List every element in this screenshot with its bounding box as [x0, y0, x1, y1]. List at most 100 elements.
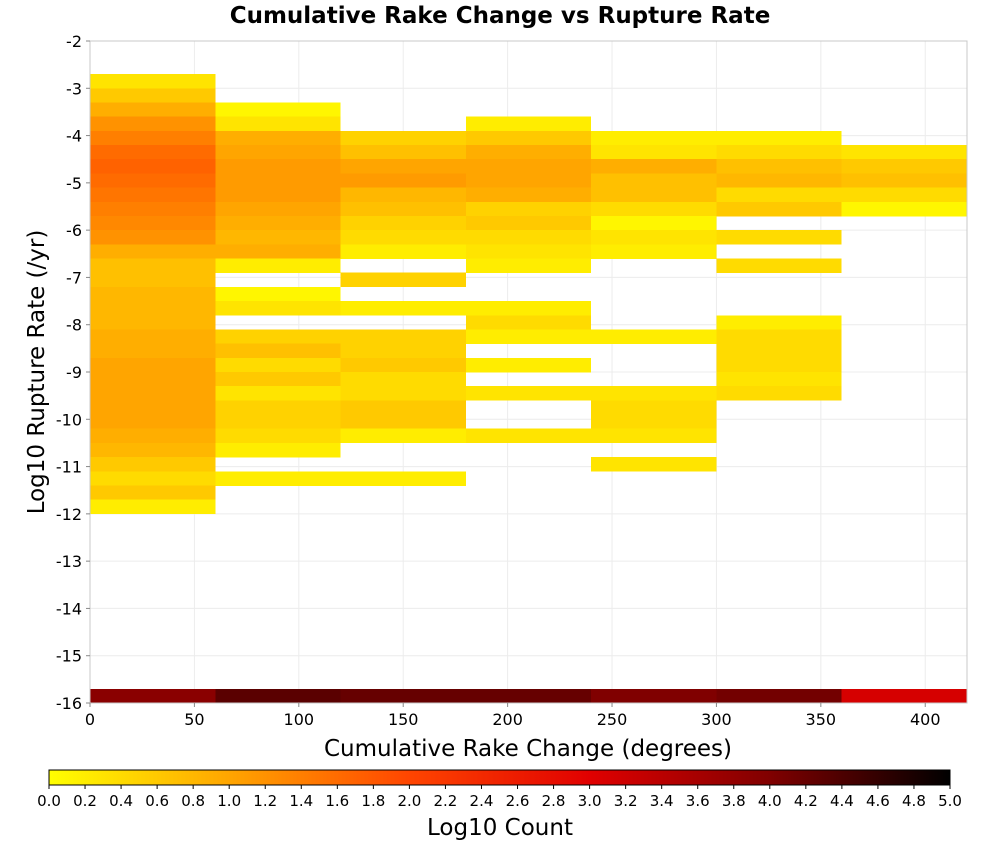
- heatmap-cell: [340, 130, 466, 146]
- x-axis-ticks: 0 50 100 150 200 250 300 350 400: [85, 703, 941, 729]
- colorbar: [48, 769, 951, 786]
- x-axis-label: Cumulative Rake Change (degrees): [324, 736, 732, 762]
- x-tick-label: 300: [701, 710, 732, 729]
- heatmap-cell: [90, 442, 216, 458]
- colorbar-tick-label: 4.6: [866, 792, 890, 810]
- heatmap-cell: [465, 244, 592, 259]
- y-tick-label: -9: [66, 363, 82, 382]
- heatmap-cell: [716, 173, 842, 188]
- heatmap-cell: [716, 688, 842, 704]
- heatmap-cell: [465, 315, 592, 330]
- heatmap-cell: [340, 428, 466, 444]
- heatmap-cell: [465, 357, 592, 373]
- heatmap-cell: [340, 173, 466, 188]
- heatmap-cell: [215, 130, 341, 146]
- heatmap-cell: [591, 386, 717, 401]
- x-tick-label: 350: [806, 710, 837, 729]
- heatmap-cell: [465, 688, 592, 704]
- heatmap-cell: [90, 215, 216, 231]
- heatmap-cell: [841, 688, 967, 704]
- heatmap-cell: [716, 372, 842, 387]
- y-tick-label: -10: [56, 410, 82, 429]
- colorbar-tick-label: 0.0: [37, 792, 61, 810]
- colorbar-tick-label: 3.4: [650, 792, 674, 810]
- colorbar-tick-label: 4.0: [758, 792, 782, 810]
- colorbar-tick-label: 0.6: [145, 792, 169, 810]
- heatmap-cell: [90, 286, 216, 302]
- heatmap-cell: [215, 329, 341, 344]
- heatmap-cell: [340, 386, 466, 401]
- heatmap-cell: [841, 145, 967, 160]
- heatmap-cells: [90, 74, 967, 704]
- heatmap-cell: [215, 414, 341, 430]
- heatmap-cell: [716, 201, 842, 217]
- heatmap-cell: [591, 400, 717, 415]
- heatmap-cell: [90, 201, 216, 217]
- heatmap-cell: [841, 173, 967, 188]
- heatmap-cell: [90, 244, 216, 259]
- heatmap-cell: [465, 258, 592, 273]
- colorbar-tick-label: 0.4: [109, 792, 133, 810]
- heatmap-cell: [90, 173, 216, 188]
- colorbar-tick-label: 3.6: [686, 792, 710, 810]
- y-axis-ticks: -2 -3 -4 -5 -6 -7 -8 -9 -10 -11 -12 -13 -14 -15 -16: [56, 32, 90, 713]
- heatmap-cell: [340, 215, 466, 231]
- heatmap-cell: [340, 301, 466, 316]
- heatmap-cell: [215, 187, 341, 203]
- heatmap-cell: [465, 187, 592, 203]
- heatmap-cell: [465, 428, 592, 444]
- colorbar-tick-label: 4.4: [830, 792, 854, 810]
- heatmap-cell: [215, 159, 341, 174]
- heatmap-cell: [465, 145, 592, 160]
- heatmap-cell: [90, 187, 216, 203]
- heatmap-cell: [591, 187, 717, 203]
- heatmap-cell: [591, 244, 717, 259]
- heatmap-cell: [716, 315, 842, 330]
- heatmap-cell: [340, 159, 466, 174]
- heatmap-cell: [215, 116, 341, 132]
- colorbar-ticks: 0.0 0.2 0.4 0.6 0.8 1.0 1.2 1.4 1.6 1.8 2.0 2.2 2.4 2…: [37, 785, 962, 810]
- heatmap-cell: [90, 499, 216, 515]
- heatmap-cell: [215, 215, 341, 231]
- heatmap-cell: [90, 372, 216, 387]
- heatmap-cell: [340, 187, 466, 203]
- heatmap-cell: [215, 230, 341, 245]
- x-tick-label: 0: [85, 710, 95, 729]
- heatmap-cell: [215, 286, 341, 302]
- y-tick-label: -5: [66, 174, 82, 193]
- colorbar-tick-label: 3.2: [614, 792, 638, 810]
- colorbar-tick-label: 1.8: [361, 792, 385, 810]
- y-tick-label: -3: [66, 79, 82, 98]
- heatmap-cell: [340, 414, 466, 430]
- y-tick-label: -4: [66, 127, 82, 146]
- heatmap-cell: [215, 428, 341, 444]
- y-tick-label: -11: [56, 458, 82, 477]
- heatmap-cell: [340, 201, 466, 217]
- heatmap-cell: [90, 130, 216, 146]
- heatmap-cell: [90, 357, 216, 373]
- heatmap-cell: [716, 145, 842, 160]
- heatmap-cell: [465, 130, 592, 146]
- colorbar-tick-label: 4.8: [902, 792, 926, 810]
- heatmap-cell: [591, 688, 717, 704]
- colorbar-tick-label: 3.0: [578, 792, 602, 810]
- y-tick-label: -14: [56, 599, 82, 618]
- heatmap-cell: [90, 145, 216, 160]
- heatmap-cell: [841, 187, 967, 203]
- heatmap-cell: [215, 301, 341, 316]
- heatmap-cell: [841, 201, 967, 217]
- heatmap-cell: [215, 343, 341, 359]
- heatmap-cell: [340, 230, 466, 245]
- heatmap-cell: [90, 230, 216, 245]
- y-tick-label: -7: [66, 268, 82, 287]
- colorbar-tick-label: 3.8: [722, 792, 746, 810]
- heatmap-cell: [340, 400, 466, 415]
- colorbar-tick-label: 2.0: [397, 792, 421, 810]
- heatmap-cell: [90, 428, 216, 444]
- heatmap-cell: [90, 116, 216, 132]
- heatmap-cell: [465, 329, 592, 344]
- heatmap-cell: [716, 230, 842, 245]
- heatmap-cell: [591, 428, 717, 444]
- colorbar-label: Log10 Count: [427, 815, 573, 841]
